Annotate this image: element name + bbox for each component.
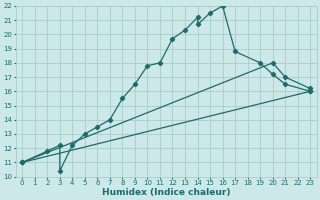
X-axis label: Humidex (Indice chaleur): Humidex (Indice chaleur) [102, 188, 230, 197]
